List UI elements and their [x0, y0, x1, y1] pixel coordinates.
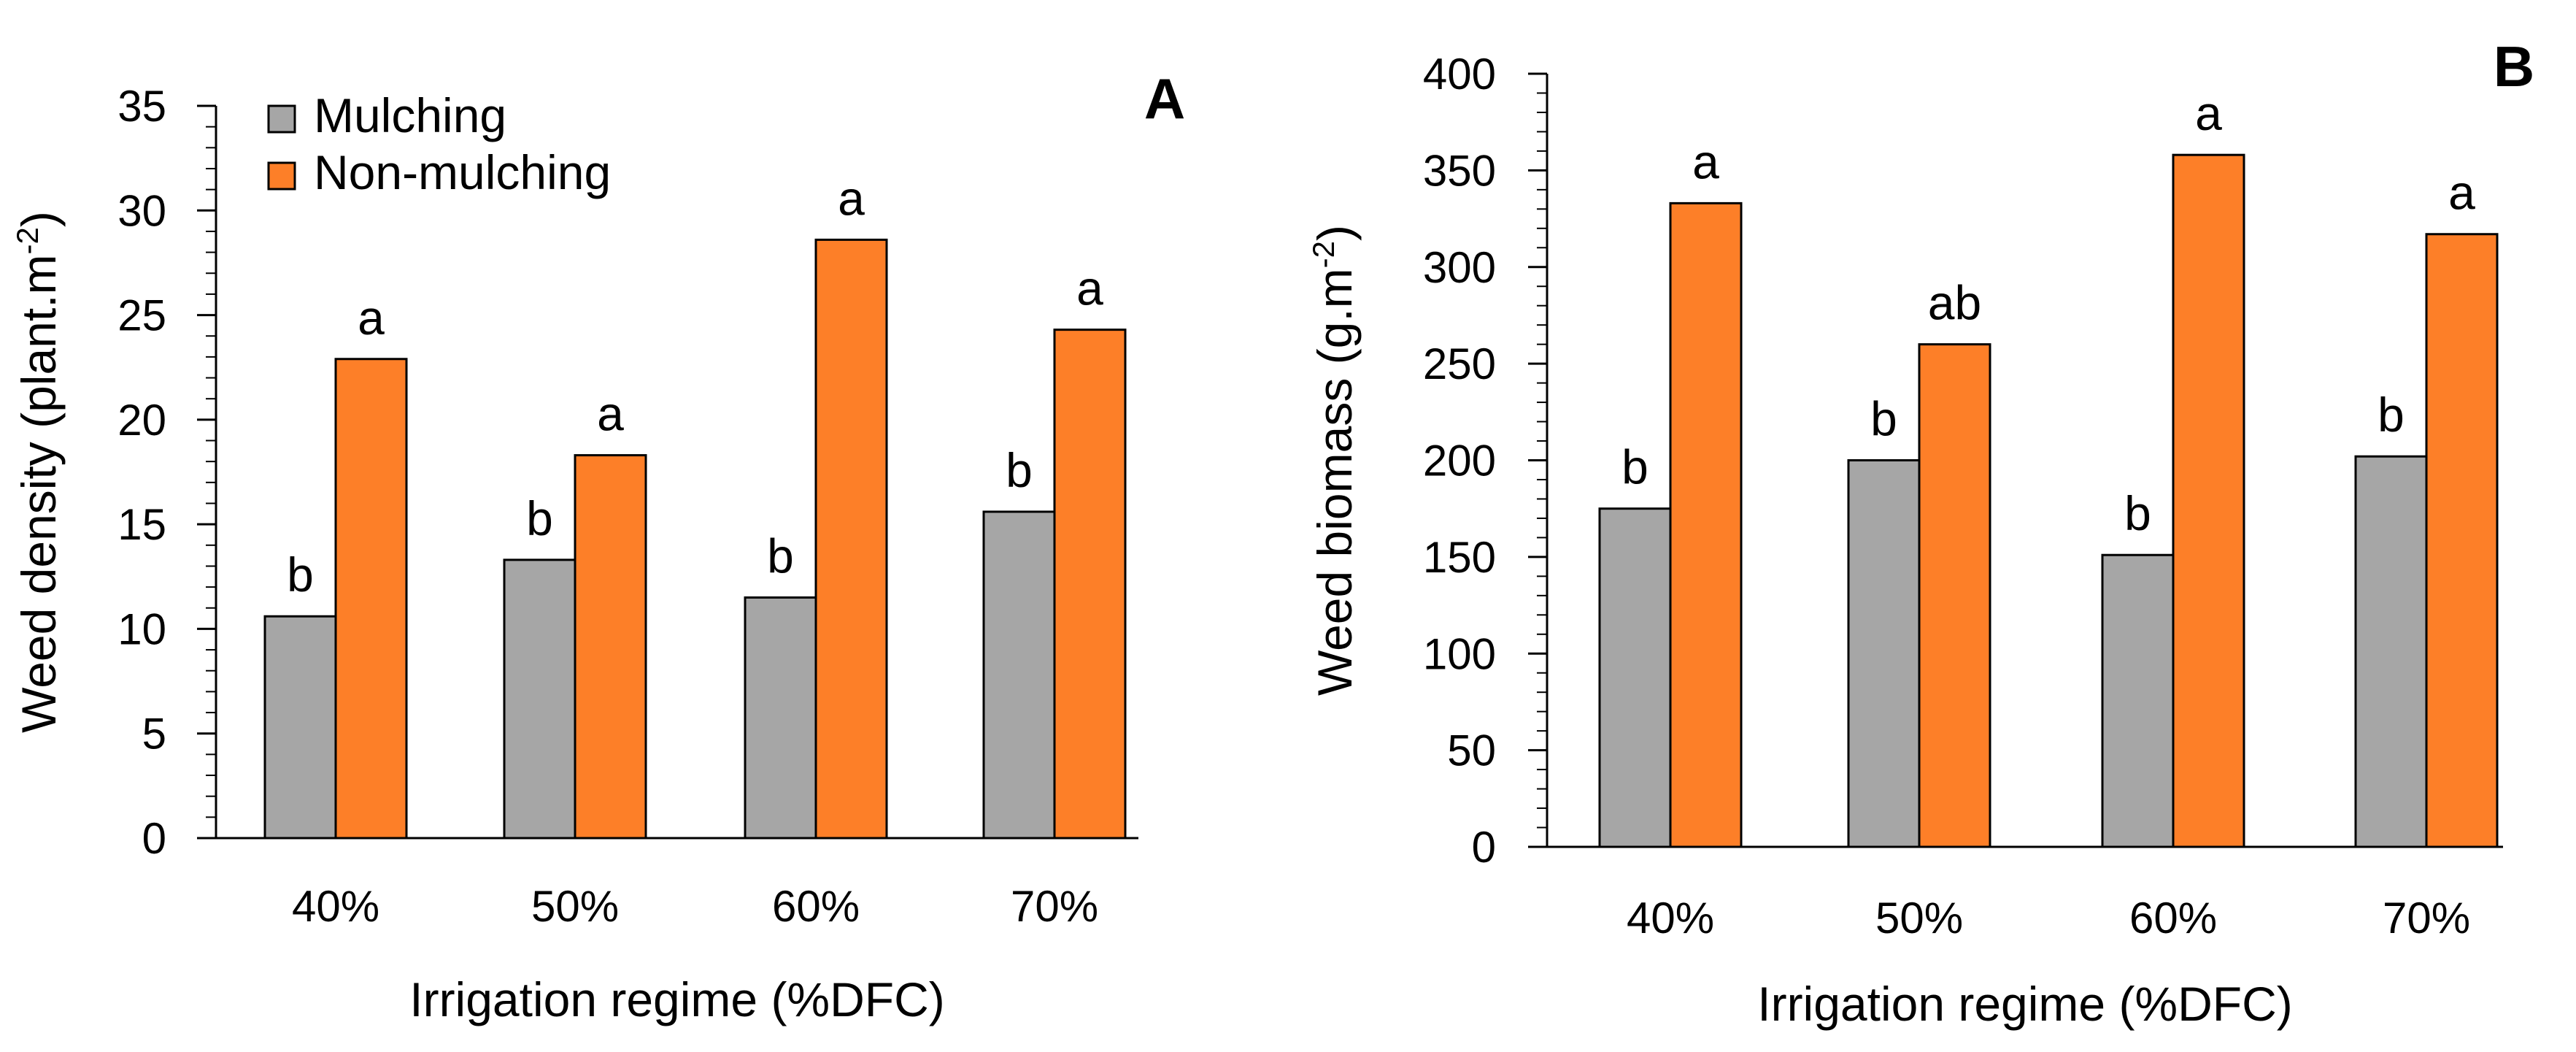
panel-b-weed-biomass: b a 40% b ab 50% b a 60% b a 70% 0 50 100 150 200 250 300 3…: [1306, 34, 2534, 1031]
y-tick-label: 35: [117, 82, 166, 131]
y-axis-title-main: Weed biomass (g.m: [1308, 268, 1362, 696]
x-tick-label: 60%: [772, 882, 860, 931]
bar-mulching-1: [1847, 459, 1921, 848]
sig-label: b: [1006, 443, 1033, 497]
x-axis-title: Irrigation regime (%DFC): [1757, 977, 2292, 1031]
sig-label: b: [2378, 388, 2405, 442]
x-tick-label: 70%: [1011, 882, 1098, 931]
y-tick-label: 20: [117, 396, 166, 445]
bar-non-mulching-0: [1669, 201, 1743, 848]
y-axis-title-end: ): [1308, 225, 1362, 241]
y-tick-label: 350: [1423, 146, 1496, 195]
x-axis-title: Irrigation regime (%DFC): [409, 972, 944, 1026]
bar-non-mulching-2: [814, 238, 888, 840]
y-tick-label: 15: [117, 500, 166, 549]
y-tick-label: 0: [1472, 823, 1496, 872]
bar-mulching-2: [744, 596, 817, 840]
y-tick-label: 5: [142, 710, 166, 759]
bar-mulching-2: [2101, 553, 2175, 848]
y-tick-label: 200: [1423, 437, 1496, 485]
panel-letter: B: [2494, 34, 2534, 99]
y-axis-title-main: Weed density (plant.m: [12, 254, 66, 732]
y-tick-label: 250: [1423, 339, 1496, 388]
bar-non-mulching-0: [334, 358, 408, 840]
y-tick-label: 0: [142, 814, 166, 863]
legend-swatch: [267, 161, 296, 191]
panel-letter: A: [1144, 66, 1185, 131]
sig-label: ab: [1928, 276, 1981, 330]
x-tick-label: 70%: [2383, 894, 2470, 942]
bar-mulching-3: [2354, 455, 2428, 848]
sig-label: a: [2448, 166, 2475, 220]
bar-non-mulching-2: [2172, 153, 2245, 848]
sig-label: a: [597, 387, 624, 441]
y-tick-label: 100: [1423, 629, 1496, 678]
sig-label: b: [2124, 486, 2151, 540]
legend-label: Non-mulching: [314, 145, 611, 199]
legend-label: Mulching: [314, 88, 506, 142]
sig-label: a: [358, 291, 385, 345]
x-tick-label: 40%: [1627, 894, 1714, 942]
y-tick-label: 150: [1423, 533, 1496, 582]
legend-swatch: [267, 104, 296, 134]
sig-label: b: [287, 548, 314, 602]
bar-non-mulching-1: [1918, 343, 1991, 848]
x-tick-label: 60%: [2129, 894, 2217, 942]
bar-mulching-0: [263, 615, 337, 840]
sig-label: a: [1692, 134, 1719, 188]
y-axis-title-superscript: -2: [1306, 241, 1341, 268]
y-tick-label: 25: [117, 291, 166, 340]
y-axis-title-end: ): [12, 211, 66, 227]
y-axis-title: Weed biomass (g.m-2): [1306, 225, 1362, 696]
panel-a-weed-density: ba40%ba50%ba60%ba70%05101520253035Irriga…: [10, 66, 1185, 1026]
y-axis-title-superscript: -2: [10, 227, 45, 254]
sig-label: a: [2195, 86, 2222, 140]
y-tick-label: 10: [117, 604, 166, 653]
bar-mulching-0: [1598, 507, 1672, 848]
x-tick-label: 50%: [531, 882, 619, 931]
sig-label: b: [1870, 392, 1897, 446]
x-tick-label: 50%: [1875, 894, 1963, 942]
sig-label: a: [838, 171, 865, 225]
y-tick-label: 400: [1423, 50, 1496, 99]
sig-label: b: [526, 491, 553, 545]
bar-mulching-3: [982, 510, 1056, 840]
sig-label: b: [767, 529, 794, 583]
bar-non-mulching-3: [1053, 329, 1127, 840]
y-axis-title: Weed density (plant.m-2): [10, 211, 66, 733]
sig-label: a: [1076, 261, 1103, 315]
bar-non-mulching-3: [2425, 233, 2499, 848]
y-tick-label: 30: [117, 186, 166, 235]
bar-mulching-1: [503, 558, 576, 840]
y-tick-label: 50: [1447, 726, 1496, 775]
sig-label: b: [1621, 440, 1648, 494]
x-tick-label: 40%: [292, 882, 379, 931]
y-tick-label: 300: [1423, 243, 1496, 292]
bar-non-mulching-1: [574, 454, 647, 840]
